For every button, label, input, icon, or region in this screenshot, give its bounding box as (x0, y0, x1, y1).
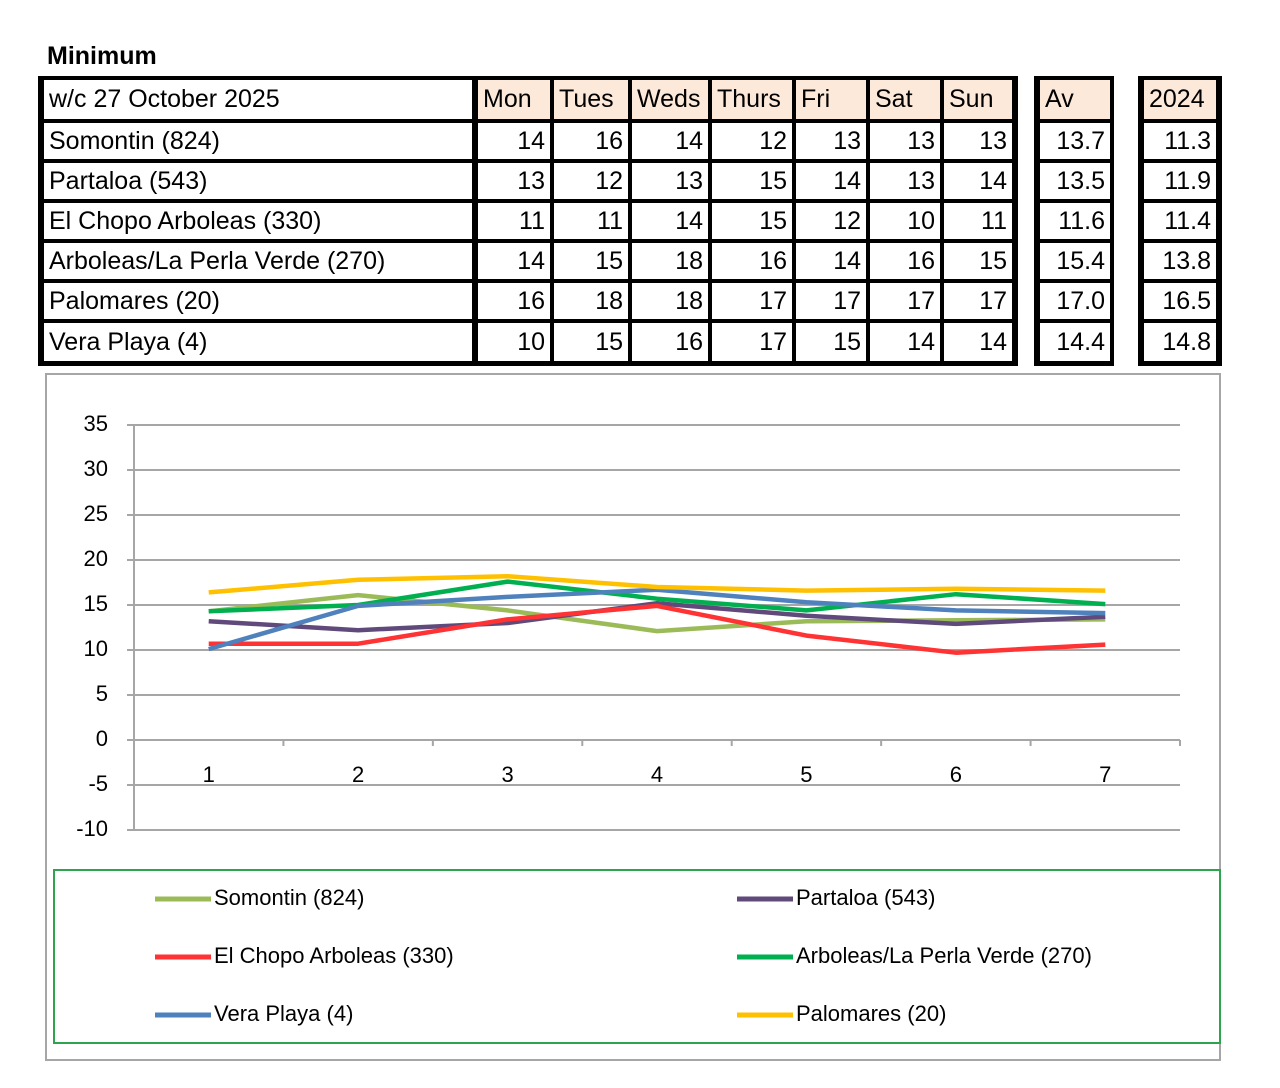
y-tick-label: 20 (84, 546, 108, 571)
row-label: Partaloa (543) (42, 161, 474, 201)
value-cell: 13 (630, 161, 710, 201)
value-cell: 11.4 (1142, 201, 1218, 241)
value-cell: 18 (552, 281, 630, 321)
y-tick-label: 25 (84, 501, 108, 526)
header-cell: Sat (868, 78, 942, 121)
series-line (208, 587, 1106, 652)
value-cell: 13 (868, 121, 942, 161)
value-cell: 14 (794, 161, 868, 201)
legend-label: Arboleas/La Perla Verde (270) (796, 943, 1092, 968)
value-cell: 17 (794, 281, 868, 321)
y-tick-label: 0 (96, 726, 108, 751)
x-tick-label: 7 (1099, 762, 1111, 787)
value-cell: 17.0 (1038, 281, 1112, 321)
heading: Minimum (47, 42, 157, 70)
row-label: Arboleas/La Perla Verde (270) (42, 241, 474, 281)
value-cell: 16 (552, 121, 630, 161)
legend-label: Partaloa (543) (796, 885, 935, 910)
y-tick-label: 15 (84, 591, 108, 616)
x-tick-label: 3 (501, 762, 513, 787)
table-border (1138, 76, 1222, 366)
value-cell: 14 (942, 321, 1014, 363)
value-cell: 14 (630, 121, 710, 161)
legend-label: El Chopo Arboleas (330) (214, 943, 454, 968)
header-cell: Tues (552, 78, 630, 121)
header-cell: 2024 (1142, 78, 1218, 121)
value-cell: 11.3 (1142, 121, 1218, 161)
value-cell: 13.8 (1142, 241, 1218, 281)
header-cell: Mon (476, 78, 552, 121)
value-cell: 13 (794, 121, 868, 161)
value-cell: 15 (710, 201, 794, 241)
value-cell: 14 (794, 241, 868, 281)
y-tick-label: 30 (84, 456, 108, 481)
value-cell: 18 (630, 281, 710, 321)
chart-frame (45, 373, 1221, 1061)
value-cell: 15 (552, 241, 630, 281)
x-tick-label: 1 (203, 762, 215, 787)
legend-label: Somontin (824) (214, 885, 364, 910)
value-cell: 16.5 (1142, 281, 1218, 321)
y-tick-label: 5 (96, 681, 108, 706)
value-cell: 14 (476, 121, 552, 161)
value-cell: 11 (552, 201, 630, 241)
value-cell: 16 (710, 241, 794, 281)
x-tick-label: 4 (651, 762, 663, 787)
value-cell: 13.5 (1038, 161, 1112, 201)
header-cell: Fri (794, 78, 868, 121)
value-cell: 15 (710, 161, 794, 201)
value-cell: 13 (476, 161, 552, 201)
legend-frame (53, 869, 1221, 1044)
series-line (208, 573, 1106, 595)
value-cell: 17 (868, 281, 942, 321)
x-tick-label: 6 (950, 762, 962, 787)
legend-label: Palomares (20) (796, 1001, 946, 1026)
table-border (38, 76, 478, 366)
y-tick-label: 35 (84, 411, 108, 436)
header-cell: Sun (942, 78, 1014, 121)
value-cell: 13 (942, 121, 1014, 161)
y-tick-label: -5 (88, 771, 108, 796)
value-cell: 12 (552, 161, 630, 201)
series-line (208, 600, 1106, 633)
value-cell: 17 (710, 281, 794, 321)
value-cell: 14 (868, 321, 942, 363)
y-tick-label: -10 (76, 816, 108, 841)
legend-label: Vera Playa (4) (214, 1001, 353, 1026)
x-tick-label: 2 (352, 762, 364, 787)
y-tick-label: 10 (84, 636, 108, 661)
x-tick-label: 5 (800, 762, 812, 787)
value-cell: 14 (630, 201, 710, 241)
row-label: El Chopo Arboleas (330) (42, 201, 474, 241)
header-cell: Weds (630, 78, 710, 121)
header-cell: Av (1038, 78, 1112, 121)
series-line (208, 592, 1106, 634)
value-cell: 11.9 (1142, 161, 1218, 201)
value-cell: 18 (630, 241, 710, 281)
value-cell: 14 (942, 161, 1014, 201)
value-cell: 17 (942, 281, 1014, 321)
row-label: Somontin (824) (42, 121, 474, 161)
value-cell: 12 (710, 121, 794, 161)
value-cell: 11 (942, 201, 1014, 241)
value-cell: 12 (794, 201, 868, 241)
value-cell: 13 (868, 161, 942, 201)
value-cell: 15 (942, 241, 1014, 281)
row-label: Palomares (20) (42, 281, 474, 321)
value-cell: 16 (868, 241, 942, 281)
value-cell: 10 (868, 201, 942, 241)
value-cell: 15.4 (1038, 241, 1112, 281)
series-line (208, 603, 1106, 655)
table-border (1034, 76, 1114, 366)
